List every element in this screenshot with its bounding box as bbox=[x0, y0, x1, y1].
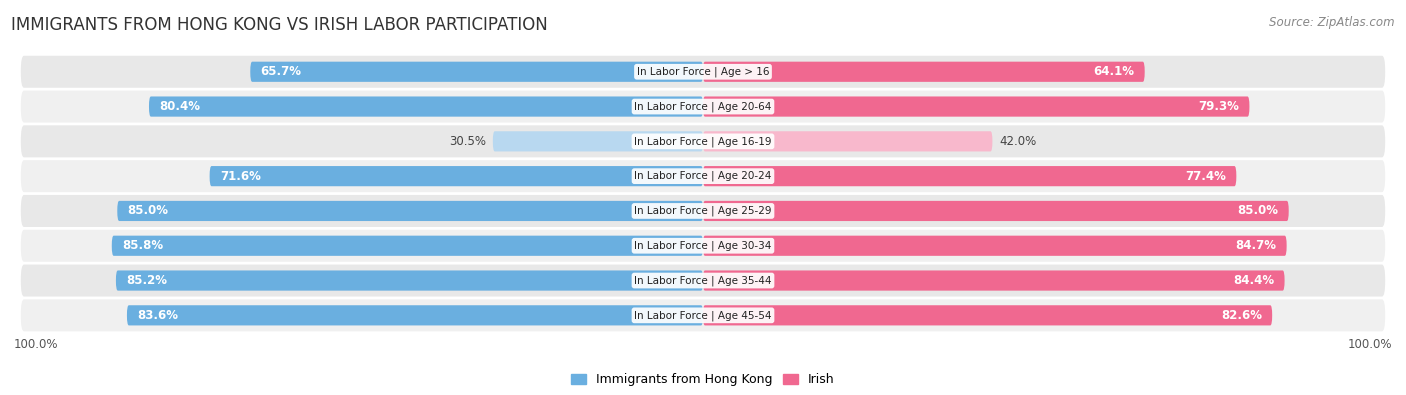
Text: In Labor Force | Age 20-64: In Labor Force | Age 20-64 bbox=[634, 101, 772, 112]
FancyBboxPatch shape bbox=[21, 90, 1385, 122]
FancyBboxPatch shape bbox=[703, 62, 1144, 82]
FancyBboxPatch shape bbox=[703, 96, 1250, 117]
FancyBboxPatch shape bbox=[127, 305, 703, 325]
Text: 84.4%: 84.4% bbox=[1233, 274, 1274, 287]
FancyBboxPatch shape bbox=[21, 56, 1385, 88]
FancyBboxPatch shape bbox=[115, 271, 703, 291]
Text: In Labor Force | Age 25-29: In Labor Force | Age 25-29 bbox=[634, 206, 772, 216]
FancyBboxPatch shape bbox=[703, 166, 1236, 186]
Legend: Immigrants from Hong Kong, Irish: Immigrants from Hong Kong, Irish bbox=[569, 371, 837, 389]
FancyBboxPatch shape bbox=[21, 125, 1385, 157]
Text: 83.6%: 83.6% bbox=[138, 309, 179, 322]
Text: 85.2%: 85.2% bbox=[127, 274, 167, 287]
Text: Source: ZipAtlas.com: Source: ZipAtlas.com bbox=[1270, 16, 1395, 29]
Text: 85.0%: 85.0% bbox=[1237, 205, 1278, 218]
Text: 64.1%: 64.1% bbox=[1094, 65, 1135, 78]
FancyBboxPatch shape bbox=[149, 96, 703, 117]
Text: 84.7%: 84.7% bbox=[1236, 239, 1277, 252]
Text: 80.4%: 80.4% bbox=[159, 100, 200, 113]
Text: In Labor Force | Age 16-19: In Labor Force | Age 16-19 bbox=[634, 136, 772, 147]
FancyBboxPatch shape bbox=[21, 160, 1385, 192]
Text: 85.8%: 85.8% bbox=[122, 239, 163, 252]
Text: In Labor Force | Age 45-54: In Labor Force | Age 45-54 bbox=[634, 310, 772, 321]
Text: 30.5%: 30.5% bbox=[449, 135, 486, 148]
FancyBboxPatch shape bbox=[703, 271, 1285, 291]
Text: IMMIGRANTS FROM HONG KONG VS IRISH LABOR PARTICIPATION: IMMIGRANTS FROM HONG KONG VS IRISH LABOR… bbox=[11, 16, 548, 34]
Text: 71.6%: 71.6% bbox=[219, 169, 262, 182]
Text: 100.0%: 100.0% bbox=[14, 338, 59, 351]
Text: 100.0%: 100.0% bbox=[1347, 338, 1392, 351]
FancyBboxPatch shape bbox=[21, 195, 1385, 227]
Text: 85.0%: 85.0% bbox=[128, 205, 169, 218]
Text: 77.4%: 77.4% bbox=[1185, 169, 1226, 182]
FancyBboxPatch shape bbox=[703, 201, 1289, 221]
Text: 79.3%: 79.3% bbox=[1198, 100, 1239, 113]
FancyBboxPatch shape bbox=[703, 131, 993, 151]
FancyBboxPatch shape bbox=[209, 166, 703, 186]
FancyBboxPatch shape bbox=[250, 62, 703, 82]
Text: In Labor Force | Age 20-24: In Labor Force | Age 20-24 bbox=[634, 171, 772, 181]
FancyBboxPatch shape bbox=[21, 230, 1385, 262]
Text: In Labor Force | Age 30-34: In Labor Force | Age 30-34 bbox=[634, 241, 772, 251]
FancyBboxPatch shape bbox=[703, 305, 1272, 325]
Text: 65.7%: 65.7% bbox=[260, 65, 302, 78]
Text: In Labor Force | Age > 16: In Labor Force | Age > 16 bbox=[637, 66, 769, 77]
FancyBboxPatch shape bbox=[21, 265, 1385, 297]
FancyBboxPatch shape bbox=[117, 201, 703, 221]
Text: 42.0%: 42.0% bbox=[1000, 135, 1036, 148]
FancyBboxPatch shape bbox=[111, 236, 703, 256]
FancyBboxPatch shape bbox=[703, 236, 1286, 256]
Text: 82.6%: 82.6% bbox=[1220, 309, 1261, 322]
FancyBboxPatch shape bbox=[494, 131, 703, 151]
FancyBboxPatch shape bbox=[21, 299, 1385, 331]
Text: In Labor Force | Age 35-44: In Labor Force | Age 35-44 bbox=[634, 275, 772, 286]
